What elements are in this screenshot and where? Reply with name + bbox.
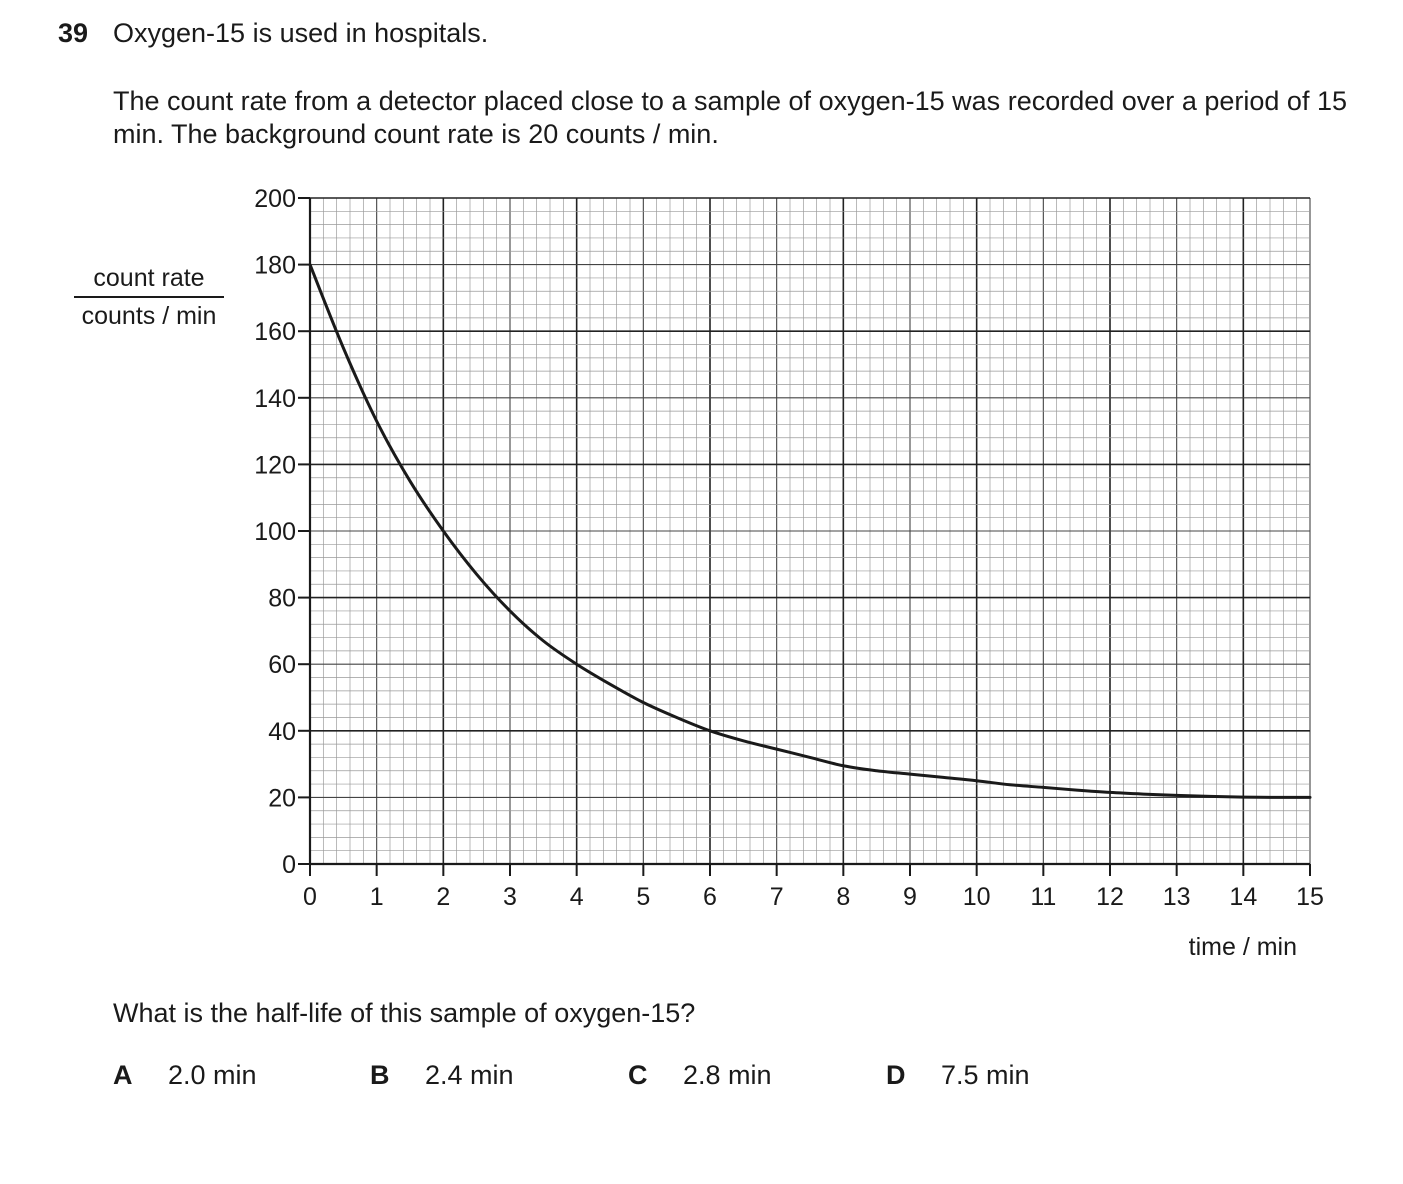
option-a[interactable]: A 2.0 min: [113, 1060, 257, 1091]
option-text: 2.0 min: [168, 1060, 257, 1090]
option-letter: C: [628, 1060, 648, 1090]
x-tick-label: 10: [963, 883, 991, 911]
y-tick-label: 200: [254, 185, 296, 213]
y-axis-label-denominator: counts / min: [81, 302, 217, 330]
y-tick-label: 80: [268, 585, 296, 613]
x-tick-label: 14: [1229, 883, 1257, 911]
x-tick-label: 9: [903, 883, 917, 911]
y-axis-label: count rate counts / min: [74, 262, 224, 332]
y-tick-label: 160: [254, 318, 296, 346]
option-b[interactable]: B 2.4 min: [370, 1060, 514, 1091]
option-text: 7.5 min: [941, 1060, 1030, 1090]
x-tick-label: 13: [1163, 883, 1191, 911]
x-tick-label: 15: [1296, 883, 1324, 911]
option-text: 2.8 min: [683, 1060, 772, 1090]
y-tick-label: 40: [268, 718, 296, 746]
x-tick-label: 3: [503, 883, 517, 911]
question-intro: The count rate from a detector placed cl…: [113, 86, 1347, 149]
x-tick-label: 1: [370, 883, 384, 911]
question-number: 39: [58, 18, 89, 48]
option-text: 2.4 min: [425, 1060, 514, 1090]
chart-grid: [309, 197, 1311, 865]
x-tick-label: 11: [1030, 883, 1056, 911]
x-tick-label: 0: [303, 883, 317, 911]
y-tick-label: 140: [254, 385, 296, 413]
x-axis-label: time / min: [1189, 933, 1297, 961]
question-title: Oxygen-15 is used in hospitals.: [113, 18, 489, 48]
x-tick-label: 6: [703, 883, 717, 911]
option-c[interactable]: C 2.8 min: [628, 1060, 772, 1091]
option-letter: D: [886, 1060, 906, 1090]
y-tick-label: 60: [268, 651, 296, 679]
x-tick-label: 8: [836, 883, 850, 911]
y-tick-label: 0: [282, 851, 296, 879]
y-tick-label: 100: [254, 518, 296, 546]
x-tick-label: 5: [636, 883, 650, 911]
x-tick-label: 4: [570, 883, 584, 911]
option-letter: A: [113, 1060, 133, 1090]
y-tick-label: 180: [254, 252, 296, 280]
y-tick-label: 120: [254, 451, 296, 479]
option-d[interactable]: D 7.5 min: [886, 1060, 1030, 1091]
chart-series: [308, 263, 1312, 799]
y-tick-label: 20: [268, 784, 296, 812]
x-tick-label: 12: [1096, 883, 1124, 911]
x-tick-label: 2: [436, 883, 450, 911]
y-axis-label-numerator: count rate: [74, 262, 224, 298]
option-letter: B: [370, 1060, 390, 1090]
x-tick-label: 7: [770, 883, 784, 911]
count-rate-curve: [308, 263, 1312, 799]
question-prompt: What is the half-life of this sample of …: [113, 998, 696, 1028]
